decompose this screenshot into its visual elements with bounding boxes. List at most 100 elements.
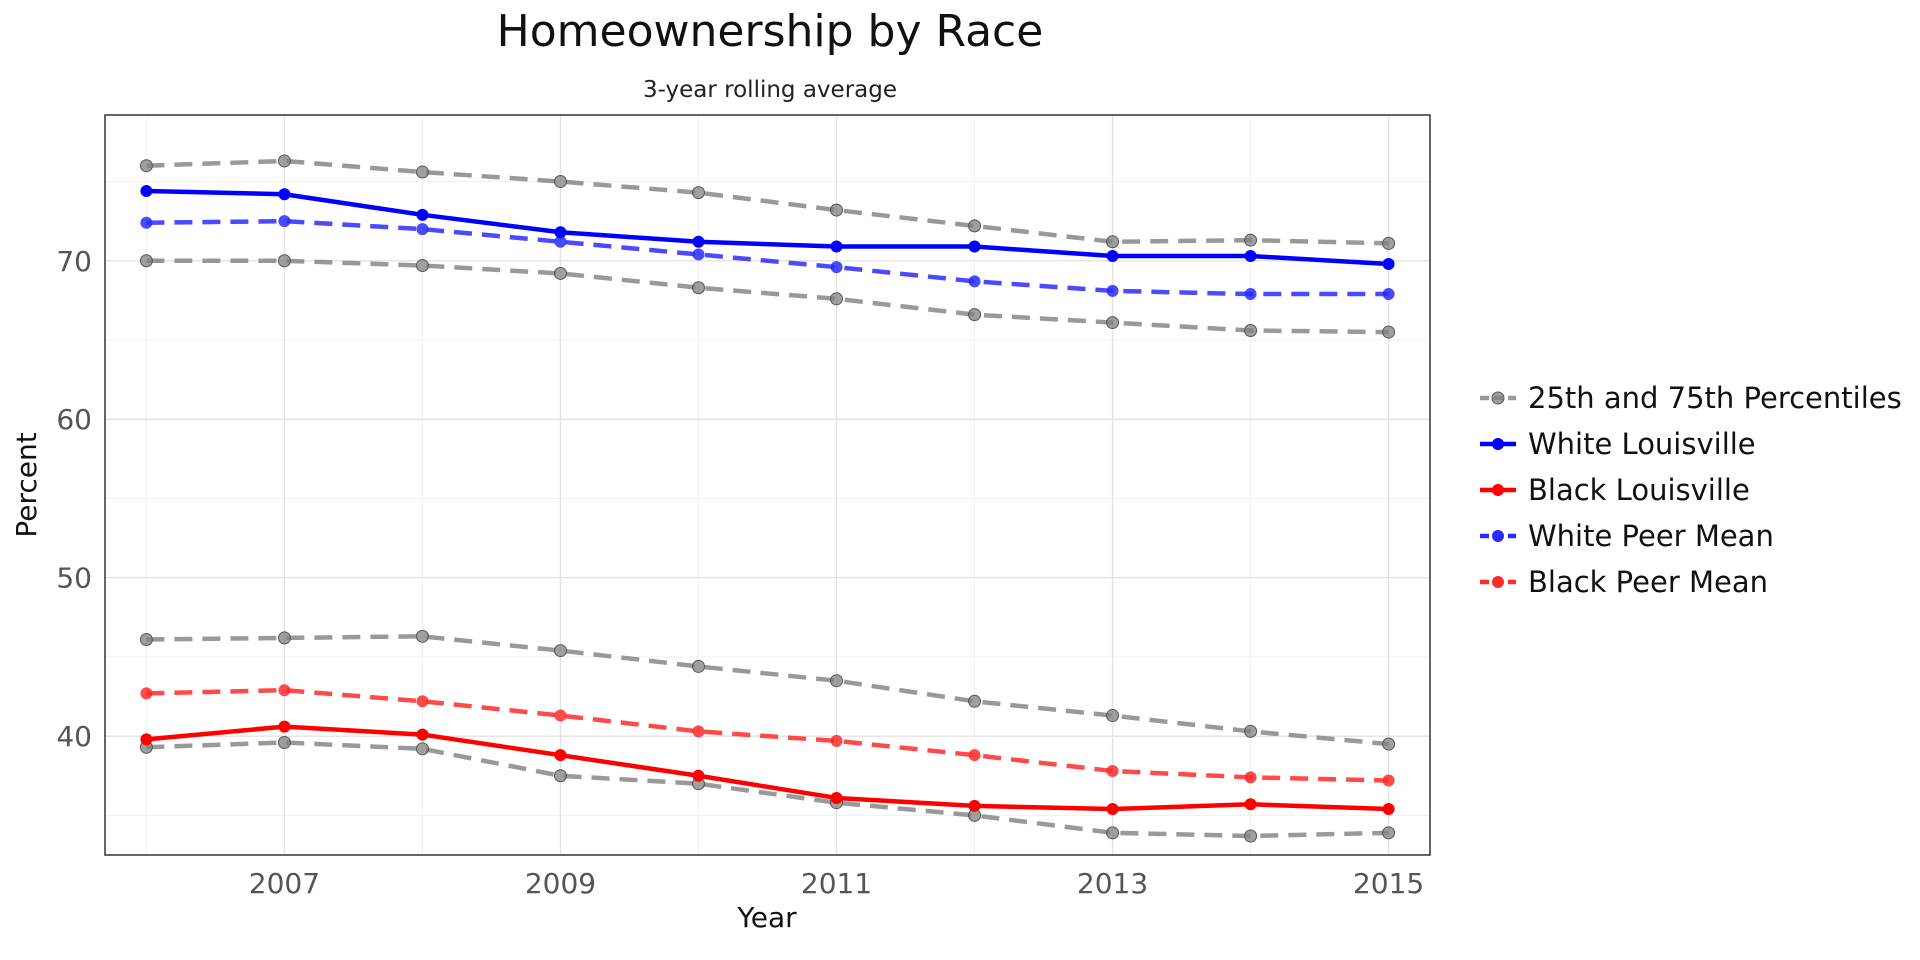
series-white-p75 (139, 154, 1396, 250)
data-point (278, 684, 291, 697)
data-point (1382, 826, 1396, 840)
series-line (146, 158, 1389, 246)
data-point (830, 791, 843, 804)
data-point (830, 261, 843, 274)
data-point (277, 735, 291, 749)
data-point (968, 240, 981, 253)
x-tick-label: 2015 (1353, 867, 1424, 900)
data-point (554, 709, 567, 722)
x-tick-label: 2009 (525, 867, 596, 900)
series-white-p25 (139, 254, 1396, 339)
legend-label: 25th and 75th Percentiles (1528, 381, 1902, 415)
series-white-peer-mean (140, 215, 1395, 301)
data-point (692, 235, 705, 248)
data-point (830, 734, 843, 747)
series-white-louisville (140, 185, 1395, 270)
series-black-p75 (139, 629, 1396, 751)
y-tick-label: 60 (56, 403, 92, 436)
data-point (691, 281, 705, 295)
data-point (140, 185, 153, 198)
data-point (830, 674, 844, 688)
data-point (1382, 803, 1395, 816)
data-point (1106, 235, 1120, 249)
series-line (146, 634, 1389, 747)
data-point (1382, 236, 1396, 250)
legend-label: White Louisville (1528, 427, 1756, 461)
data-point (140, 733, 153, 746)
data-point (1382, 288, 1395, 301)
legend-label: White Peer Mean (1528, 519, 1774, 553)
data-point (553, 175, 567, 189)
data-point (691, 186, 705, 200)
series-line (146, 218, 1389, 297)
series-black-louisville (140, 720, 1395, 816)
data-point (1244, 771, 1257, 784)
data-point (1382, 774, 1395, 787)
data-point (1382, 257, 1395, 270)
legend-swatch-point (1491, 391, 1505, 405)
data-point (968, 275, 981, 288)
legend-swatch-point (1492, 576, 1504, 588)
legend-item: Black Louisville (1480, 473, 1750, 507)
data-point (416, 208, 429, 221)
data-point (1244, 288, 1257, 301)
data-point (1244, 798, 1257, 811)
data-point (691, 659, 705, 673)
data-point (139, 254, 153, 268)
data-point (692, 725, 705, 738)
data-point (415, 165, 429, 179)
y-axis-ticks: 40 50 60 70 (56, 245, 92, 753)
data-point (1106, 826, 1120, 840)
data-point (1106, 803, 1119, 816)
x-axis-label: Year (736, 901, 797, 934)
legend-item: White Louisville (1480, 427, 1756, 461)
series-line (146, 687, 1389, 783)
data-point (553, 769, 567, 783)
data-point (277, 154, 291, 168)
chart-subtitle: 3-year rolling average (643, 77, 897, 103)
x-tick-label: 2013 (1077, 867, 1148, 900)
data-point (139, 632, 153, 646)
data-point (554, 226, 567, 239)
legend: 25th and 75th Percentiles White Louisvill… (1480, 381, 1902, 599)
data-point (1106, 284, 1119, 297)
data-point (968, 694, 982, 708)
data-point (968, 749, 981, 762)
data-point (968, 799, 981, 812)
data-point (278, 215, 291, 228)
y-tick-label: 70 (56, 245, 92, 278)
x-axis-ticks: 2007 2009 2011 2013 2015 (249, 867, 1424, 900)
data-point (140, 216, 153, 229)
legend-item: White Peer Mean (1480, 519, 1774, 553)
data-point (415, 259, 429, 273)
data-point (830, 203, 844, 217)
x-tick-label: 2011 (801, 867, 872, 900)
data-point (1382, 325, 1396, 339)
x-tick-label: 2007 (249, 867, 320, 900)
data-point (1382, 737, 1396, 751)
y-tick-label: 40 (56, 720, 92, 753)
y-tick-label: 50 (56, 562, 92, 595)
data-point (968, 219, 982, 233)
data-point (553, 266, 567, 280)
data-point (1244, 324, 1258, 338)
data-point (1244, 724, 1258, 738)
data-point (278, 720, 291, 733)
series-line (146, 724, 1389, 812)
data-point (692, 248, 705, 261)
data-point (1106, 709, 1120, 723)
series-black-peer-mean (140, 684, 1395, 787)
data-point (554, 235, 567, 248)
data-point (416, 728, 429, 741)
data-point (277, 631, 291, 645)
data-point (278, 188, 291, 201)
data-point (692, 769, 705, 782)
data-point (1244, 233, 1258, 247)
series-line (146, 258, 1389, 335)
data-point (139, 159, 153, 173)
data-point (554, 749, 567, 762)
chart-title: Homeownership by Race (497, 6, 1044, 57)
legend-swatch-point (1492, 438, 1504, 450)
data-point (140, 687, 153, 700)
